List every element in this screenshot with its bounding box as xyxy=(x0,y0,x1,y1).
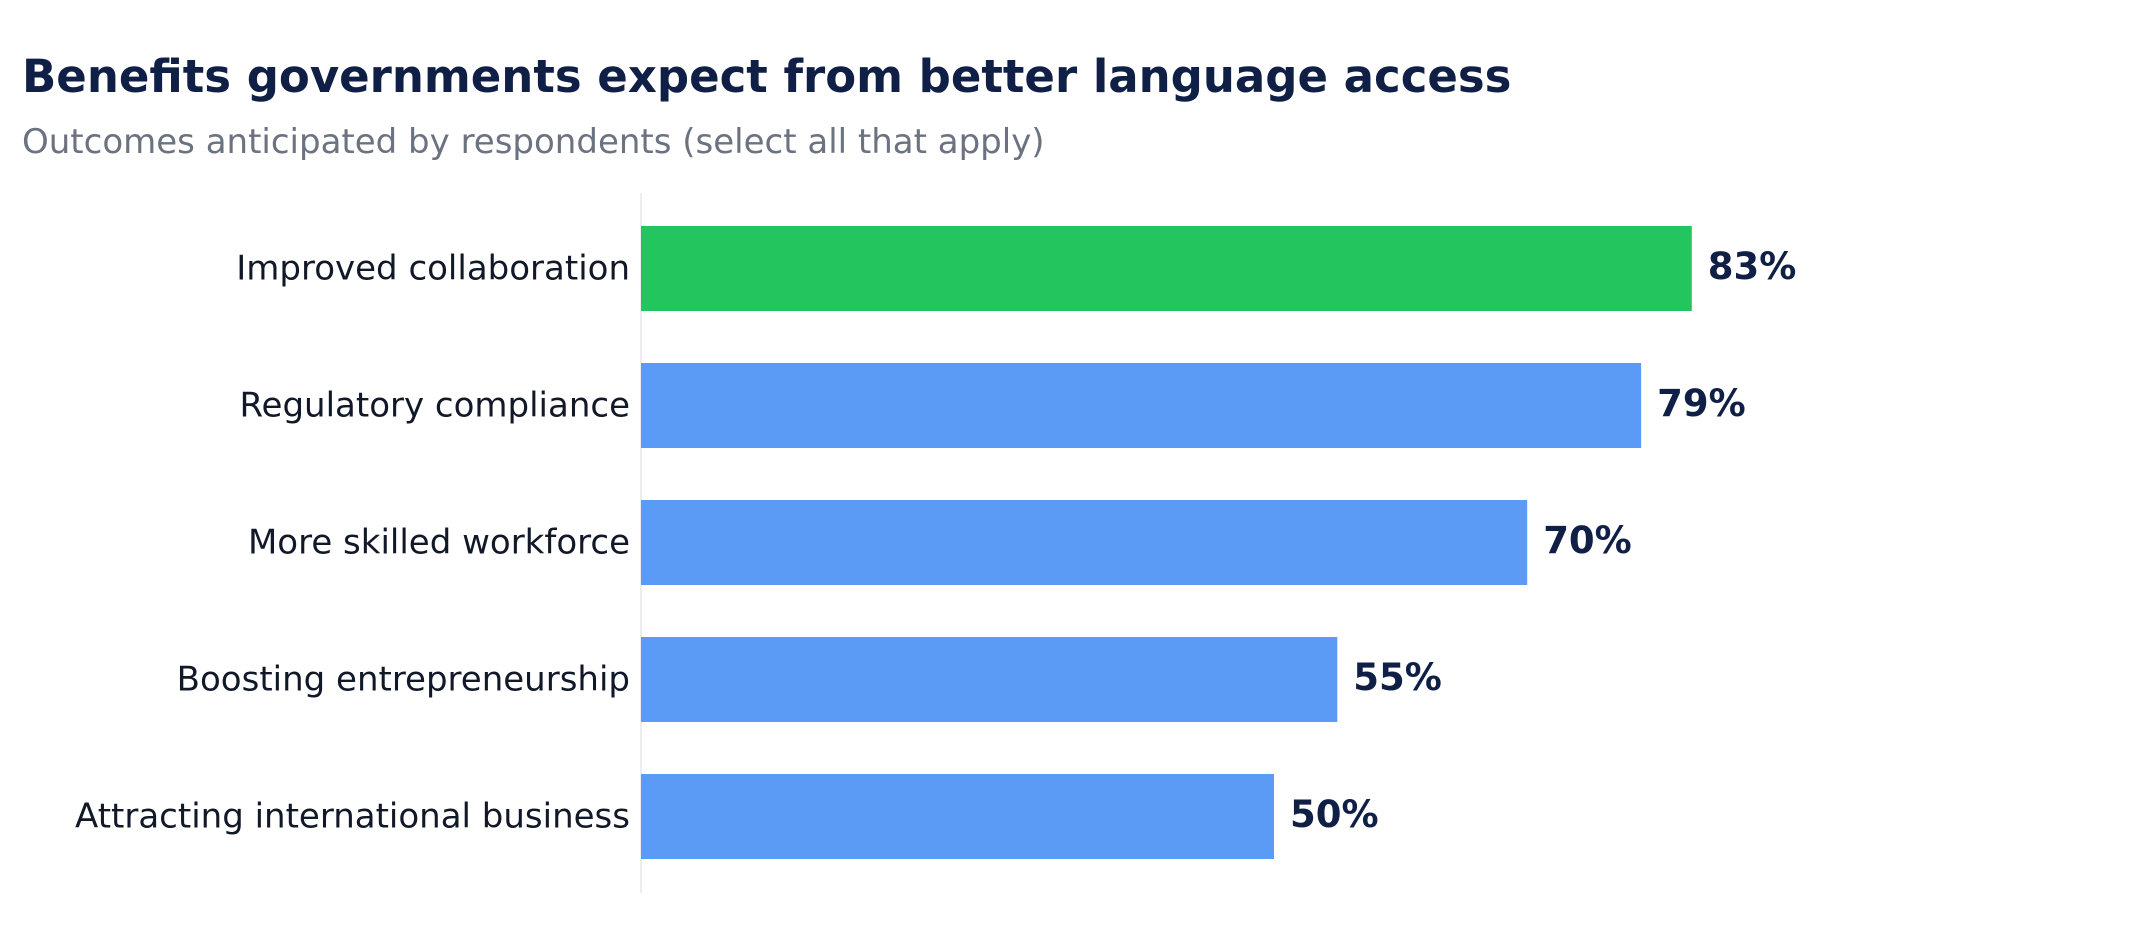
bar xyxy=(641,226,1692,311)
value-label: 79% xyxy=(1657,382,1746,425)
category-label: Improved collaboration xyxy=(236,249,630,289)
category-label: Boosting entrepreneurship xyxy=(177,660,630,700)
bar-row: Improved collaboration 83% xyxy=(236,226,1796,311)
chart-title: Benefits governments expect from better … xyxy=(22,50,1512,103)
value-label: 70% xyxy=(1543,519,1632,562)
category-label: Attracting international business xyxy=(75,797,630,837)
bar-row: Boosting entrepreneurship 55% xyxy=(177,637,1442,722)
bar-row: Regulatory compliance 79% xyxy=(239,363,1746,448)
category-label: Regulatory compliance xyxy=(239,386,630,426)
chart-subtitle: Outcomes anticipated by respondents (sel… xyxy=(22,122,1045,162)
value-label: 50% xyxy=(1290,793,1379,836)
bar xyxy=(641,363,1642,448)
value-label: 83% xyxy=(1708,245,1797,288)
bar-row: Attracting international business 50% xyxy=(75,774,1379,859)
bar xyxy=(641,774,1274,859)
bar xyxy=(641,637,1338,722)
category-label: More skilled workforce xyxy=(248,523,630,563)
bar-row: More skilled workforce 70% xyxy=(248,500,1632,585)
value-label: 55% xyxy=(1353,656,1442,699)
bar xyxy=(641,500,1528,585)
